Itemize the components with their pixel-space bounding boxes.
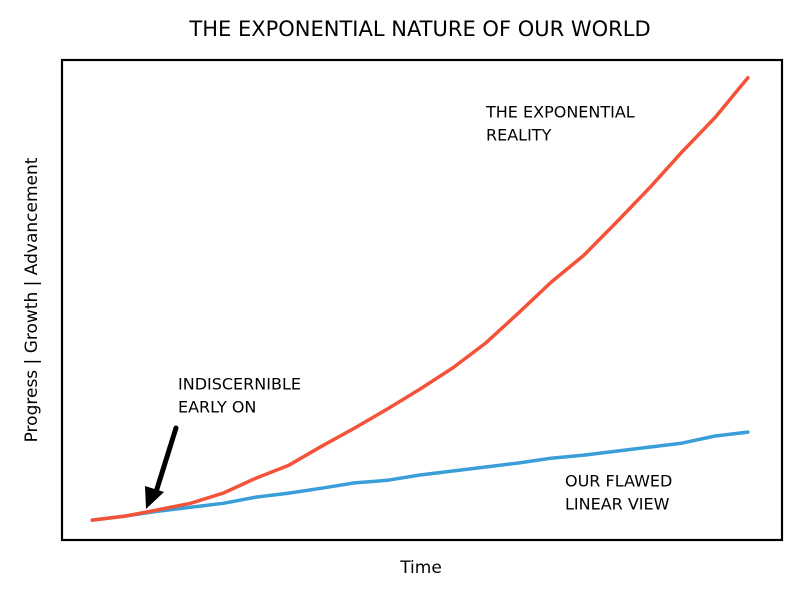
data-line <box>90 75 750 522</box>
annotation: INDISCERNIBLE <box>178 375 301 394</box>
annotation: REALITY <box>486 126 552 145</box>
annotation: THE EXPONENTIAL <box>485 103 635 122</box>
chart-title: THE EXPONENTIAL NATURE OF OUR WORLD <box>188 17 650 41</box>
plot-frame <box>60 58 784 542</box>
annotation: EARLY ON <box>178 398 256 417</box>
annotation: LINEAR VIEW <box>565 495 670 514</box>
x-axis-label: Time <box>399 558 442 578</box>
annotation: OUR FLAWED <box>565 472 672 491</box>
y-axis-label: Progress | Growth | Advancement <box>22 157 42 442</box>
data-line <box>90 430 750 522</box>
annotation-arrow <box>145 425 179 509</box>
plot-lines <box>90 75 750 522</box>
